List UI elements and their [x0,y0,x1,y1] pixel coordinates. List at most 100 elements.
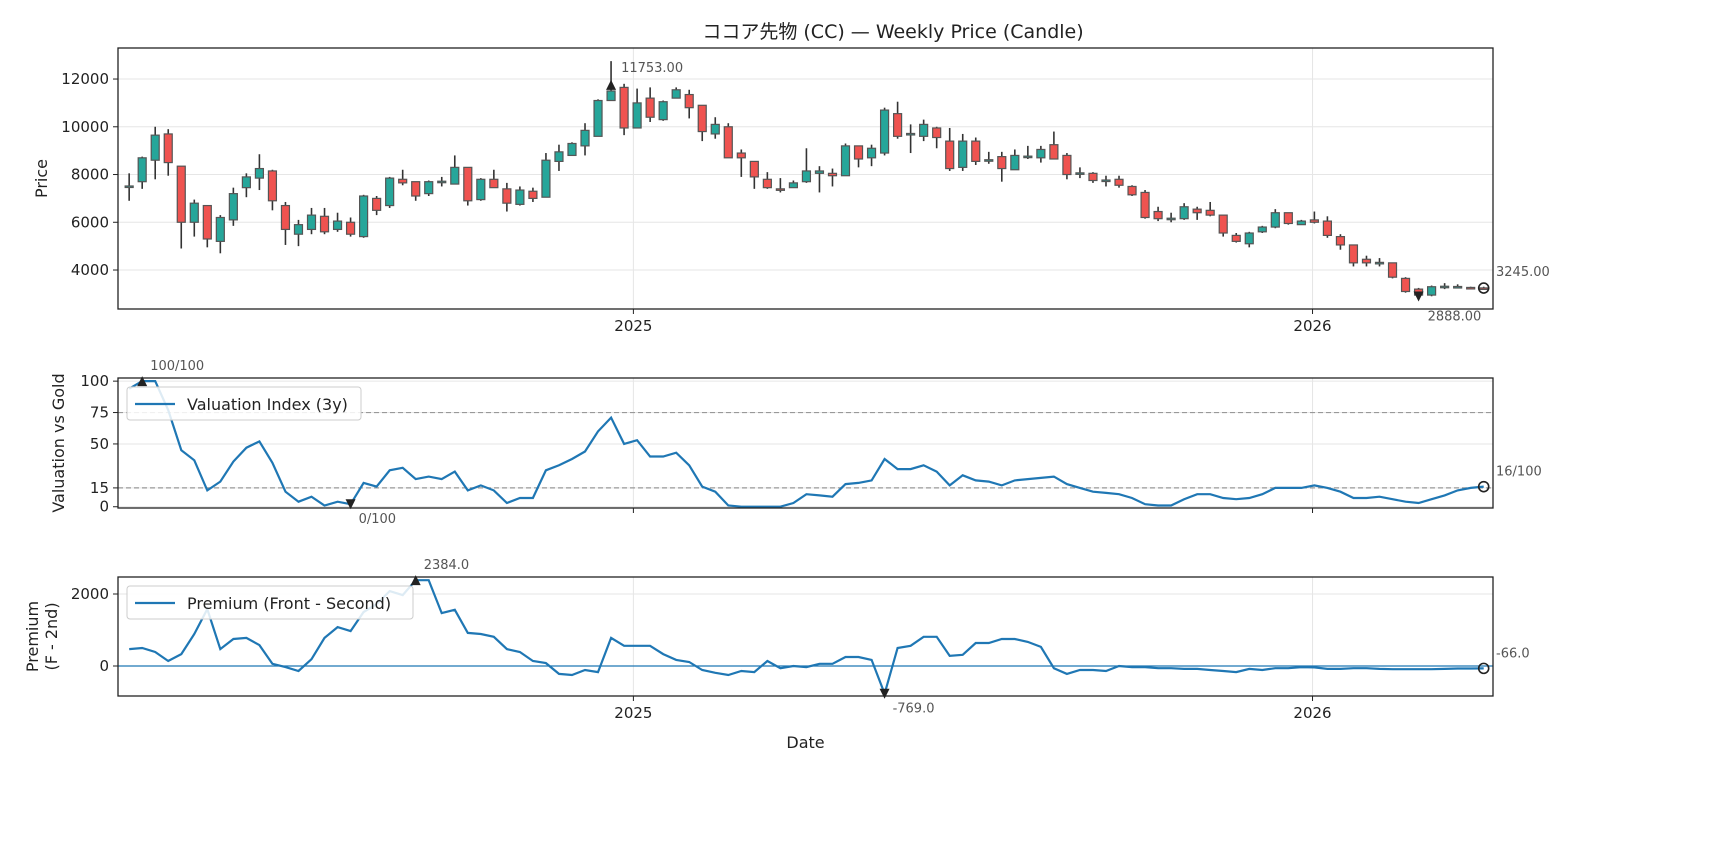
candle-body [1296,220,1306,226]
min-annotation: 2888.00 [1428,310,1482,325]
candle-body [619,86,629,129]
candle-body [241,176,251,189]
candle-body [293,224,304,235]
candle-body [801,170,812,183]
candle-body [202,204,212,240]
candle-body [189,202,199,223]
valuation-panel: 015 50 75 100 Valuation vs Gold 100/100 0/100 1… [49,359,1542,527]
candle-body [736,152,746,159]
candle-body [1283,212,1293,225]
candle-body [163,133,173,164]
candle-body [906,132,916,136]
candle-body [749,160,759,178]
candle-body [267,170,278,202]
y-axis-label: Price [32,159,51,198]
candle-body [424,181,434,195]
candle-body [502,188,512,204]
candle-body [150,134,160,161]
min-annotation: 0/100 [359,512,396,527]
candle-body [1426,286,1437,296]
last-marker-icon [1477,480,1490,493]
candle-body [684,93,694,109]
candle-body [1466,286,1476,290]
candle-body [1244,232,1254,245]
candle-body [840,145,851,177]
candle-body [671,89,681,99]
candle-body [788,182,799,189]
y-tick-label: 4000 [71,261,109,279]
min-marker-icon [879,688,890,699]
candle-body [359,195,369,238]
max-marker-icon [410,575,421,586]
candle-body [1374,261,1385,265]
last-marker-icon [1477,662,1490,675]
candle-body [254,167,265,179]
candle-body [215,216,225,242]
candle-body [723,126,733,159]
x-tick-label: 2025 [614,704,652,722]
candle-body [1062,154,1072,176]
last-annotation: -66.0 [1496,646,1530,661]
candle-body [1387,262,1398,278]
x-tick-label: 2026 [1293,704,1331,722]
candle-body [137,157,147,183]
y-tick-label: 8000 [71,166,109,184]
candle-body [476,178,486,201]
y-tick-label: 6000 [71,213,109,231]
candle-body [1218,214,1228,234]
legend-box [126,386,362,421]
candle-body [1400,277,1411,293]
candle-body [919,123,929,137]
max-marker-icon [606,79,617,90]
y-tick-label: 15 [90,479,109,497]
min-annotation: -769.0 [893,702,935,717]
axes-frame [117,377,1494,509]
candle-body [879,109,890,154]
candle-body [1270,212,1280,228]
candle-body [932,127,942,139]
candle-body [176,165,186,223]
candle-body [1179,206,1189,220]
max-marker-icon [137,376,148,387]
max-annotation: 11753.00 [621,61,683,76]
candle-body [1114,178,1124,186]
candle-body [280,204,291,231]
legend-label: Premium (Front - Second) [187,594,391,613]
candle-body [632,102,642,129]
candle-body [1361,258,1372,264]
y-tick-label: 50 [90,435,109,453]
candle-body [1010,154,1020,171]
candle-body [1335,235,1346,246]
candle-body [1440,285,1450,289]
x-tick-label: 2026 [1293,317,1331,335]
candle-body [450,166,460,185]
candle-body [893,113,903,137]
candle-body [398,178,408,184]
candle-body [345,221,356,235]
candle-body [580,129,590,147]
legend-box [126,585,414,620]
candle-body [775,188,785,191]
candle-body [1257,226,1267,233]
candle-body [541,159,551,198]
candle-body [1231,234,1241,242]
candle-body [645,97,655,118]
x-tick-label: 2025 [614,317,652,335]
y-tick-label: 0 [99,498,109,516]
candle-body [827,172,838,177]
min-marker-icon [345,499,356,510]
candle-body [1205,209,1215,216]
axes-frame [117,47,1494,310]
last-annotation: 3245.00 [1496,265,1550,280]
max-annotation: 2384.0 [424,558,470,573]
candle-body [971,140,981,162]
candle-body [658,101,668,121]
candle-body [697,104,707,133]
candle-body [411,181,421,197]
candle-body [1348,244,1359,264]
y-tick-label: 12000 [61,70,109,88]
candle-body [1140,191,1150,219]
candle-body [1127,185,1137,196]
candle-body [1101,179,1111,183]
